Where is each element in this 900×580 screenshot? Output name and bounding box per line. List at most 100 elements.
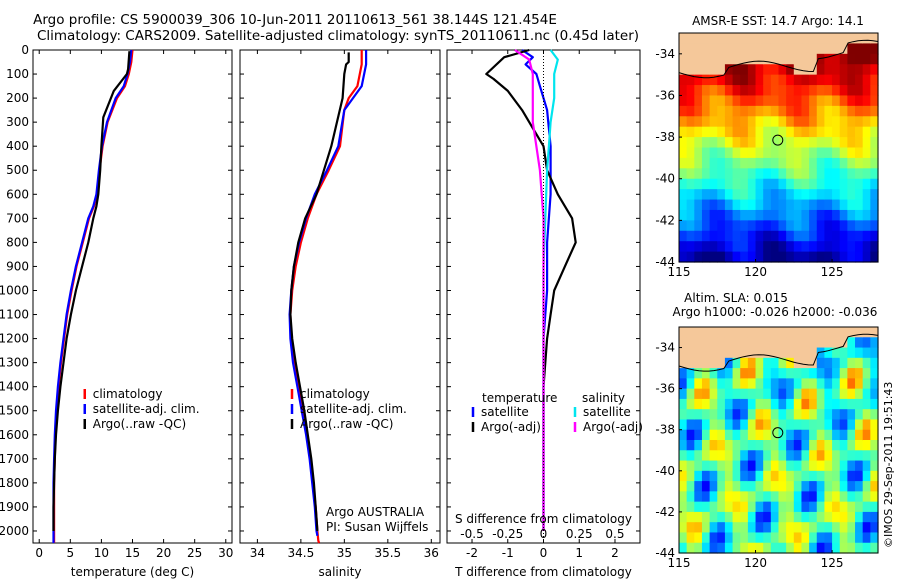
map-cell xyxy=(809,251,818,263)
map-cell xyxy=(862,398,871,410)
map-cell xyxy=(724,429,734,441)
map-cell xyxy=(809,347,818,359)
map-cell xyxy=(732,230,741,242)
map-cell xyxy=(747,347,757,359)
map-cell xyxy=(732,378,741,390)
map-cell xyxy=(724,43,734,55)
map-cell xyxy=(870,137,879,149)
map-cell xyxy=(763,337,772,349)
map-cell xyxy=(740,409,749,421)
map-cell xyxy=(701,347,711,359)
map-cell xyxy=(862,43,871,55)
map-cell xyxy=(747,126,757,138)
map-cell xyxy=(724,368,734,379)
map-cell xyxy=(732,137,741,149)
map-cell xyxy=(839,470,848,482)
map-cell xyxy=(724,460,734,472)
map-cell xyxy=(824,511,833,523)
map-cell xyxy=(809,481,818,492)
map-cell xyxy=(793,378,803,390)
map-cell xyxy=(847,199,856,211)
map-cell xyxy=(832,95,841,107)
map-cell xyxy=(763,357,772,369)
map-cell xyxy=(724,230,734,242)
map-cell xyxy=(694,251,703,263)
map-cell xyxy=(832,429,841,441)
map-cell xyxy=(717,460,726,472)
map-cell xyxy=(793,460,803,472)
map-cell xyxy=(862,147,871,159)
map-cell xyxy=(824,178,833,190)
map-cell xyxy=(824,209,833,221)
map-cell xyxy=(694,327,703,338)
map-cell xyxy=(786,388,795,400)
map-cell xyxy=(793,409,803,421)
map-cell xyxy=(717,43,726,55)
map-cell xyxy=(763,522,772,534)
map-cell xyxy=(755,368,764,379)
map-cell xyxy=(870,116,879,128)
map-cell xyxy=(801,85,810,97)
map-cell xyxy=(747,398,757,410)
map-cell xyxy=(786,327,795,338)
argo-location-marker xyxy=(772,134,784,146)
map-cell xyxy=(778,398,787,410)
map-cell xyxy=(724,105,734,117)
y-tick-label: 400 xyxy=(6,139,29,153)
x-axis-label: temperature (deg C) xyxy=(71,565,194,579)
map-cell xyxy=(801,43,810,55)
map-cell xyxy=(847,64,856,76)
map-cell xyxy=(724,327,734,338)
map-cell xyxy=(816,85,826,97)
map-cell xyxy=(824,450,833,462)
map-cell xyxy=(763,43,772,55)
map-cell xyxy=(686,178,695,190)
map-cell xyxy=(786,491,795,503)
map-cell xyxy=(793,189,803,201)
legend-label: satellite xyxy=(583,405,631,419)
map-cell xyxy=(786,398,795,410)
map-cell xyxy=(809,368,818,379)
map-cell xyxy=(832,189,841,201)
map-cell xyxy=(709,481,718,492)
map-cell xyxy=(770,450,780,462)
map-cell xyxy=(862,241,871,253)
map-cell xyxy=(701,85,711,97)
map-cell xyxy=(778,470,787,482)
imos-watermark: ©IMOS 29-Sep-2011 19:51:43 xyxy=(882,382,895,548)
map-cell xyxy=(755,429,764,441)
map-cell xyxy=(701,137,711,149)
map-cell xyxy=(778,347,787,359)
map-cell xyxy=(724,378,734,390)
map-cell xyxy=(755,511,764,523)
map-cell xyxy=(862,532,871,544)
map-cell xyxy=(740,220,749,232)
map-cell xyxy=(747,481,757,492)
y-tick-label: -34 xyxy=(655,341,675,355)
map-cell xyxy=(870,230,879,242)
map-cell xyxy=(855,327,864,338)
map-cell xyxy=(832,532,841,544)
map-cell xyxy=(732,64,741,76)
map-cell xyxy=(717,178,726,190)
map-cell xyxy=(755,337,764,349)
map-cell xyxy=(717,189,726,201)
map-cell xyxy=(809,511,818,523)
map-cell xyxy=(701,241,711,253)
map-cell xyxy=(694,189,703,201)
map-cell xyxy=(778,189,787,201)
map-cell xyxy=(855,429,864,441)
map-cell xyxy=(709,368,718,379)
map-cell xyxy=(824,378,833,390)
map-cell xyxy=(747,440,757,451)
legend-label: climatology xyxy=(93,387,163,401)
map-cell xyxy=(679,251,688,263)
map-cell xyxy=(809,409,818,421)
map-cell xyxy=(816,116,826,128)
map-cell xyxy=(686,189,695,201)
map-cell xyxy=(724,126,734,138)
map-cell xyxy=(755,481,764,492)
map-cell xyxy=(701,95,711,107)
map-cell xyxy=(809,337,818,349)
map-cell xyxy=(694,33,703,45)
